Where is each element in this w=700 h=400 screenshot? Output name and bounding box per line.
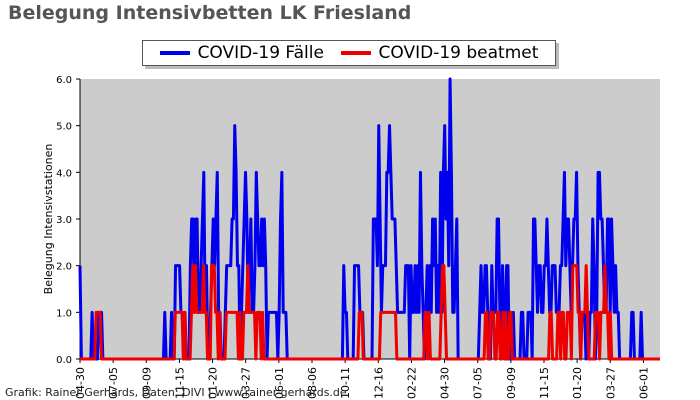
x-tick-label: 06-01 (637, 367, 650, 399)
x-tick-label: 12-16 (372, 367, 385, 399)
x-tick-label: 01-20 (207, 367, 220, 399)
x-tick-label: 10-11 (339, 367, 352, 399)
x-tick-label: 11-15 (173, 367, 186, 399)
series-layer (78, 77, 661, 361)
y-tick-label: 5.0 (56, 122, 72, 133)
x-tick-label: 09-09 (140, 367, 153, 399)
footer-credit: Grafik: Rainer Gerhards, Daten: DIVI | w… (5, 386, 347, 399)
legend-label-faelle: COVID-19 Fälle (197, 43, 324, 63)
y-tick-label: 0.0 (56, 355, 72, 366)
legend: COVID-19 Fälle COVID-19 beatmet (142, 40, 556, 66)
x-tick-label: 07-05 (107, 367, 120, 399)
x-tick-label: 09-09 (505, 367, 518, 399)
x-tick-label: 11-15 (538, 367, 551, 399)
y-tick-label: 1.0 (56, 308, 72, 319)
chart-title: Belegung Intensivbetten LK Friesland (8, 2, 412, 24)
x-tick-label: 07-05 (472, 367, 485, 399)
y-tick-label: 3.0 (56, 215, 72, 226)
legend-entry-beatmet: COVID-19 beatmet (340, 43, 539, 63)
x-tick-label: 03-27 (604, 367, 617, 399)
x-tick-label: 03-27 (240, 367, 253, 399)
legend-entry-faelle: COVID-19 Fälle (159, 43, 324, 63)
x-tick-label: 04-30 (439, 367, 452, 399)
y-tick-label: 2.0 (56, 262, 72, 273)
x-tick-label: 01-20 (571, 367, 584, 399)
x-tick-label: 02-22 (405, 367, 418, 399)
legend-label-beatmet: COVID-19 beatmet (378, 43, 539, 63)
x-tick-label: 04-30 (74, 367, 87, 399)
y-tick-label: 4.0 (56, 168, 72, 179)
x-tick-label: 08-06 (306, 367, 319, 399)
axes: 0.0 1.0 2.0 3.0 4.0 5.0 6.0 Belegung Intensivst… (42, 75, 660, 399)
y-tick-label: 6.0 (56, 75, 72, 86)
x-tick-label: 06-01 (273, 367, 286, 399)
y-axis-label: Belegung Intensivstationen (42, 144, 55, 295)
legend-swatch-beatmet (340, 51, 371, 55)
series-line-beatmet (79, 264, 661, 361)
legend-swatch-faelle (159, 51, 190, 55)
